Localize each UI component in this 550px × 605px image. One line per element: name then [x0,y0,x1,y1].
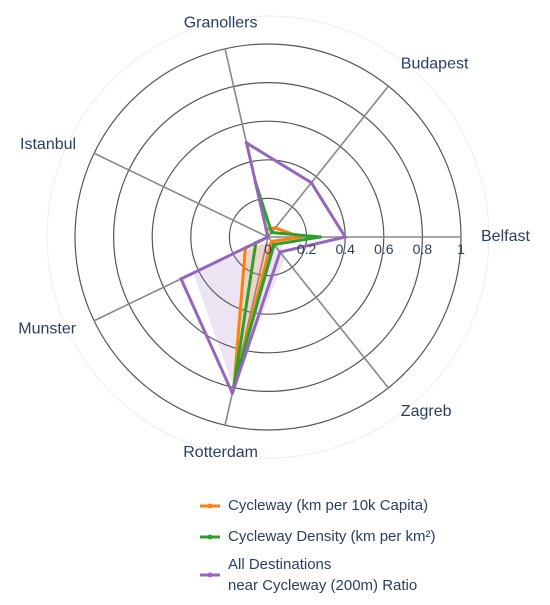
legend: Cycleway (km per 10k Capita) Cycleway Den… [200,497,436,594]
category-label-budapest: Budapest [401,55,469,72]
radial-tick-0-8: 0.8 [413,241,433,257]
series-line-all-destinations-near-cycleway-200m-ratio [179,141,347,395]
category-label-belfast: Belfast [481,228,530,245]
radial-tick-0-6: 0.6 [374,241,394,257]
legend-label-all-destinations-near-cycleway-200m-ratio-line-2: near Cycleway (200m) Ratio [228,577,417,594]
point-all-destinations-near-cycleway-200m-ratio-belfast [343,235,348,239]
point-cycleway-km-per-10k-capita-budapest [273,226,278,230]
point-cycleway-density-km-per-km-zagreb [272,242,276,247]
category-label-granollers: Granollers [184,14,258,31]
point-all-destinations-near-cycleway-200m-ratio-munster [179,277,183,281]
point-all-destinations-near-cycleway-200m-ratio-granollers [244,141,249,145]
legend-label-all-destinations-near-cycleway-200m-ratio-line-1: All Destinations [228,556,331,573]
outer-ring [46,15,490,459]
legend-label-cycleway-km-per-10k-capita: Cycleway (km per 10k Capita) [228,497,428,514]
point-cycleway-km-per-10k-capita-zagreb [269,239,274,244]
legend-marker-cycleway-km-per-10k-capita [207,503,213,509]
radar-series [179,141,348,395]
series-all-destinations-near-cycleway-200m-ratio [179,141,348,395]
radial-tick-labels: 0 0.2 0.4 0.6 0.8 1 [264,241,465,257]
axis-line-zagreb [267,236,389,389]
legend-label-cycleway-density-km-per-km: Cycleway Density (km per km²) [228,528,436,545]
axis-line-istanbul [93,152,269,238]
legend-item-cycleway-density-km-per-km[interactable]: Cycleway Density (km per km²) [200,528,436,545]
category-labels: Belfast Budapest Granollers Istanbul Munster… [18,14,530,461]
point-all-destinations-near-cycleway-200m-ratio-zagreb [278,250,282,254]
point-all-destinations-near-cycleway-200m-ratio-budapest [309,180,314,185]
point-cycleway-density-km-per-km-belfast [318,235,322,239]
legend-marker-cycleway-density-km-per-km [207,534,213,540]
category-label-istanbul: Istanbul [20,136,76,153]
point-cycleway-density-km-per-km-budapest [269,230,274,235]
point-all-destinations-near-cycleway-200m-ratio-rotterdam [230,391,235,395]
point-all-destinations-near-cycleway-200m-ratio-istanbul [266,235,270,239]
radial-tick-0: 0 [264,241,272,257]
category-label-munster: Munster [18,321,76,338]
axis-line-budapest [267,85,389,238]
legend-item-all-destinations-near-cycleway-200m-ratio[interactable]: All Destinations near Cycleway (200m) Rat… [200,556,417,594]
category-label-rotterdam: Rotterdam [183,444,258,461]
legend-item-cycleway-km-per-10k-capita[interactable]: Cycleway (km per 10k Capita) [200,497,428,514]
radar-axes [93,48,461,426]
radial-tick-0-2: 0.2 [297,241,317,257]
legend-marker-all-destinations-near-cycleway-200m-ratio [207,572,213,578]
radial-tick-1: 1 [457,241,465,257]
band-cycleway-per-capita [233,237,297,388]
category-label-zagreb: Zagreb [401,403,452,420]
radial-tick-0-4: 0.4 [335,241,355,257]
